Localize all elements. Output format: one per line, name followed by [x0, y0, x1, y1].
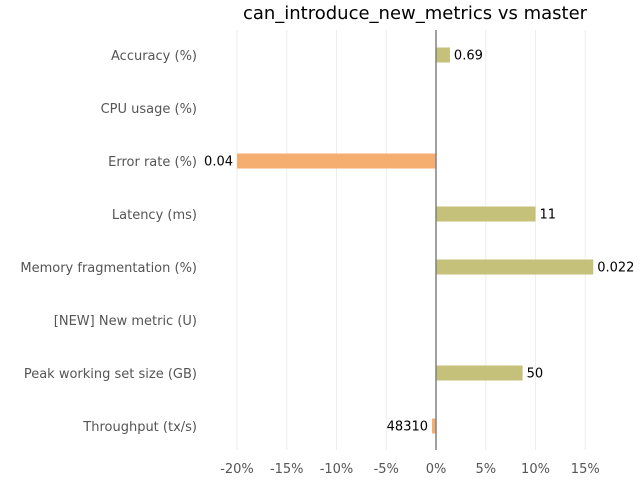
- category-label: [NEW] New metric (U): [54, 314, 197, 329]
- value-label: 0.69: [454, 49, 483, 64]
- value-label: 11: [540, 208, 557, 223]
- x-tick-labels: -20% -15% -10% -5% 0% 5% 10% 15%: [220, 462, 600, 477]
- chart-title: can_introduce_new_metrics vs master: [243, 3, 588, 24]
- x-tick-label: 10%: [521, 462, 550, 477]
- value-label: 0.022: [597, 261, 634, 276]
- category-label: CPU usage (%): [101, 102, 197, 117]
- category-label: Error rate (%): [108, 155, 197, 170]
- bar: [436, 259, 594, 275]
- x-tick-label: -5%: [374, 462, 399, 477]
- value-label: 0.04: [204, 155, 233, 170]
- category-label: Accuracy (%): [111, 49, 197, 64]
- bar: [432, 418, 436, 434]
- x-tick-label: -15%: [270, 462, 304, 477]
- category-label: Memory fragmentation (%): [20, 261, 197, 276]
- x-tick-label: 15%: [571, 462, 600, 477]
- bar: [436, 47, 450, 63]
- grid-lines: [236, 30, 586, 450]
- x-tick-label: -10%: [320, 462, 354, 477]
- x-tick-label: 0%: [426, 462, 447, 477]
- bar: [237, 153, 436, 169]
- value-label: 50: [527, 367, 544, 382]
- value-label: 48310: [387, 420, 428, 435]
- category-label: Latency (ms): [112, 208, 197, 223]
- bar: [436, 206, 536, 222]
- category-label: Peak working set size (GB): [24, 367, 197, 382]
- x-tick-label: -20%: [220, 462, 254, 477]
- value-labels: 0.69 0.04 11 0.022 50 48310: [204, 49, 634, 435]
- x-tick-label: 5%: [475, 462, 496, 477]
- bar: [436, 365, 523, 381]
- bars: [237, 47, 594, 434]
- category-label: Throughput (tx/s): [82, 420, 197, 435]
- category-labels: Accuracy (%) CPU usage (%) Error rate (%) L…: [20, 49, 197, 435]
